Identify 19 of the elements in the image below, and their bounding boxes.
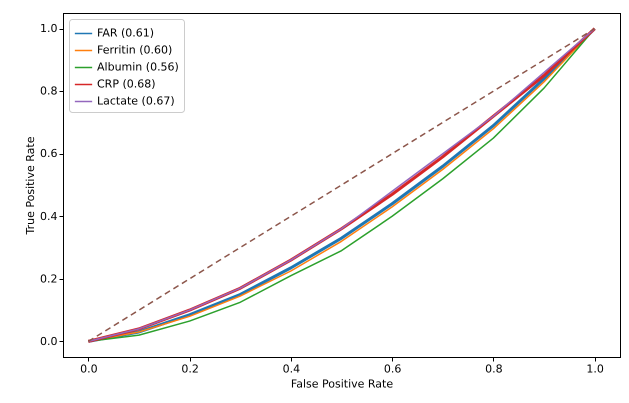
y-tick-label: 0.2 (40, 272, 58, 286)
y-tick-label: 1.0 (40, 22, 58, 36)
y-tick-label: 0.4 (40, 210, 58, 223)
legend-label: Ferritin (0.60) (97, 44, 172, 56)
x-tick-label: 0.6 (384, 362, 402, 376)
legend-label: CRP (0.68) (97, 78, 156, 90)
x-tick-label: 0.2 (181, 362, 199, 376)
x-tick-label: 1.0 (586, 362, 604, 376)
x-tick-label: 0.8 (485, 362, 503, 376)
y-tick-label: 0.0 (40, 334, 58, 348)
legend-label: Lactate (0.67) (97, 94, 175, 108)
y-tick-label: 0.8 (40, 84, 58, 98)
x-tick-label: 0.0 (80, 362, 98, 376)
x-axis-title: False Positive Rate (290, 378, 394, 390)
legend-label: Albumin (0.56) (97, 60, 179, 74)
y-axis-title: True Positive Rate (24, 136, 38, 236)
x-tick-label: 0.4 (282, 362, 300, 376)
legend-label: FAR (0.61) (97, 26, 154, 40)
y-tick-label: 0.6 (40, 147, 58, 160)
